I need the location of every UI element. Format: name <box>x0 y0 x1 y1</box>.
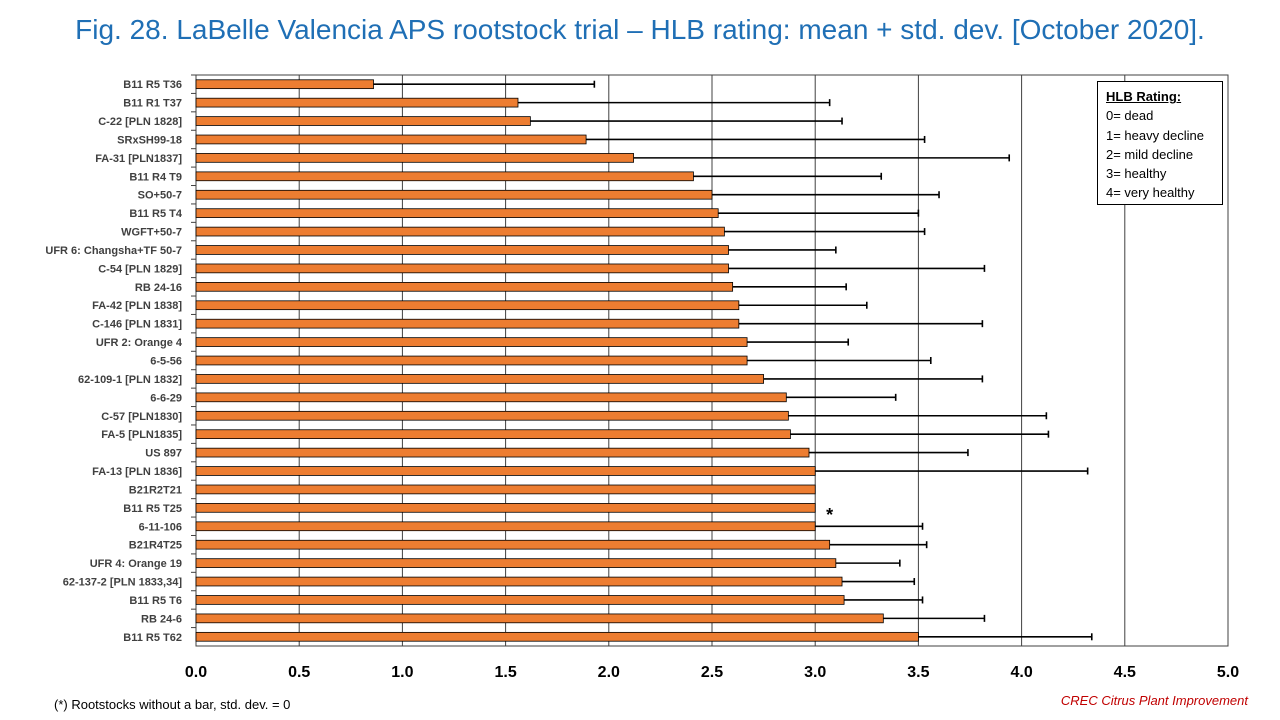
bar-chart: 0.0 0.5 1.0 1.5 2.0 2.5 3.0 3.5 4.0 4.5 5.0 B11 R5 … <box>45 74 1239 681</box>
bar <box>195 447 810 458</box>
category-label: 6-6-29 <box>150 392 182 404</box>
credit-label: CREC Citrus Plant Improvement <box>1060 693 1248 708</box>
legend-item-0: 0= dead <box>1106 108 1154 124</box>
category-label: FA-42 [PLN 1838] <box>92 300 182 312</box>
legend-title: HLB Rating: <box>1106 89 1182 104</box>
bar <box>195 153 634 163</box>
bar <box>195 539 831 550</box>
bar <box>195 263 729 274</box>
category-label: B21R2T21 <box>129 484 182 496</box>
bar <box>195 410 789 421</box>
bar <box>195 226 725 237</box>
x-tick-label: 1.5 <box>494 664 516 681</box>
category-label: 62-109-1 [PLN 1832] <box>78 374 182 386</box>
footnote: (*) Rootstocks without a bar, std. dev. … <box>54 697 291 712</box>
bar <box>195 392 787 403</box>
category-label: B11 R5 T36 <box>123 79 182 91</box>
category-label: B11 R5 T25 <box>123 503 182 515</box>
category-label: UFR 2: Orange 4 <box>96 337 183 349</box>
bar <box>195 374 764 384</box>
category-label: 62-137-2 [PLN 1833,34] <box>63 577 183 589</box>
bar <box>195 429 791 439</box>
bar <box>195 466 816 476</box>
category-label: SRxSH99-18 <box>117 134 182 146</box>
x-tick-label: 4.5 <box>1114 664 1136 681</box>
x-tick-label: 3.5 <box>907 664 929 681</box>
category-label: C-22 [PLN 1828] <box>98 116 182 128</box>
category-label: RB 24-6 <box>141 613 182 625</box>
hlb-rating-legend: HLB Rating: 0= dead 1= heavy decline 2= … <box>1097 81 1223 205</box>
bar <box>195 484 816 495</box>
bar <box>195 189 713 200</box>
x-tick-label: 1.0 <box>391 664 413 681</box>
legend-item-1: 1= heavy decline <box>1106 127 1204 143</box>
category-label: 6-11-106 <box>139 521 182 533</box>
category-label: B21R4T25 <box>129 540 182 552</box>
bar <box>195 300 740 311</box>
category-label: B11 R5 T6 <box>129 595 182 607</box>
chart-title: Fig. 28. LaBelle Valencia APS rootstock … <box>75 14 1205 45</box>
bar <box>195 503 816 513</box>
category-label: FA-31 [PLN1837] <box>95 153 182 165</box>
x-tick-label: 5.0 <box>1217 664 1239 681</box>
category-label: B11 R4 T9 <box>129 171 182 183</box>
legend-item-3: 3= healthy <box>1106 166 1167 182</box>
category-label: WGFT+50-7 <box>121 227 182 239</box>
x-tick-label: 2.5 <box>701 664 723 681</box>
legend-item-2: 2= mild decline <box>1106 146 1194 162</box>
x-tick-label: 3.0 <box>804 664 826 681</box>
bar <box>195 558 837 568</box>
bar <box>195 337 748 347</box>
category-label: B11 R5 T4 <box>129 208 182 220</box>
bar <box>195 97 519 108</box>
bar <box>195 318 740 329</box>
category-label: B11 R1 T37 <box>123 98 182 110</box>
bar <box>195 631 919 642</box>
bar <box>195 355 748 366</box>
bar <box>195 613 884 624</box>
bar <box>195 576 843 587</box>
category-label: B11 R5 T62 <box>123 632 182 644</box>
category-label: C-57 [PLN1830] <box>101 411 182 423</box>
x-tick-label: 0.5 <box>288 664 310 681</box>
category-label: FA-13 [PLN 1836] <box>92 466 182 478</box>
bar <box>195 282 734 292</box>
x-tick-label: 0.0 <box>185 664 207 681</box>
category-label: C-54 [PLN 1829] <box>98 263 182 275</box>
legend-item-4: 4= very healthy <box>1106 185 1195 201</box>
category-label: FA-5 [PLN1835] <box>101 429 182 441</box>
category-label: C-146 [PLN 1831] <box>92 319 182 331</box>
bar <box>195 116 531 126</box>
category-label: UFR 4: Orange 19 <box>90 558 182 570</box>
category-label: UFR 6: Changsha+TF 50-7 <box>45 245 182 257</box>
bar <box>195 79 374 90</box>
x-tick-label: 4.0 <box>1010 664 1032 681</box>
bar <box>195 245 729 255</box>
asterisk-annotation: * <box>826 505 833 525</box>
category-label: RB 24-16 <box>135 282 182 294</box>
bar <box>195 521 816 532</box>
bar <box>195 595 845 605</box>
bar <box>195 208 719 218</box>
x-tick-label: 2.0 <box>598 664 620 681</box>
category-label: 6-5-56 <box>150 356 182 368</box>
bar <box>195 171 694 182</box>
category-label: US 897 <box>145 448 182 460</box>
category-label: SO+50-7 <box>138 190 182 202</box>
bar <box>195 134 587 145</box>
